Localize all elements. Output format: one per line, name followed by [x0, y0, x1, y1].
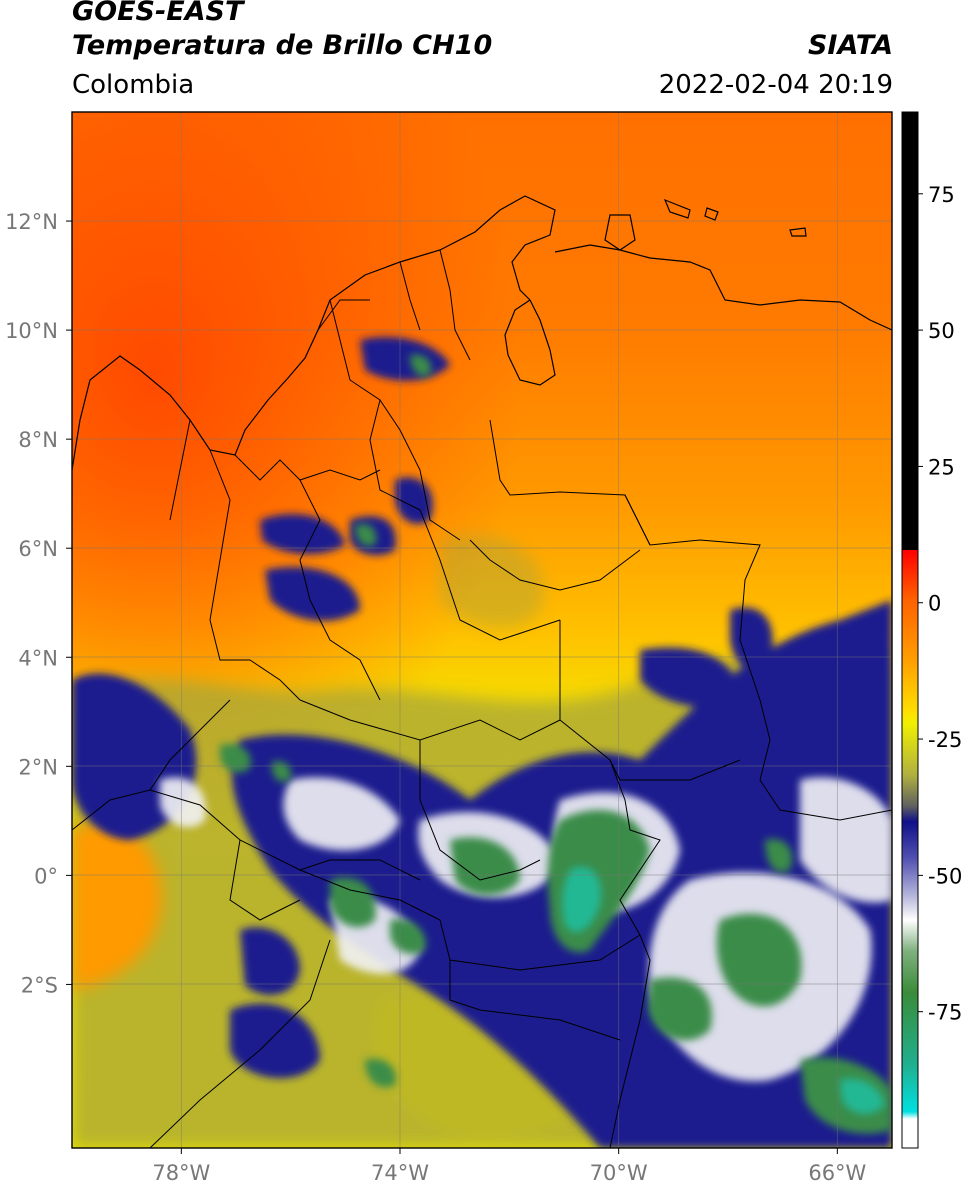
- lat-tick-label: 2°N: [18, 755, 58, 779]
- satellite-title: GOES-EAST: [72, 0, 244, 27]
- lat-tick-label: 8°N: [18, 428, 58, 452]
- lon-tick-label: 74°W: [371, 1161, 429, 1185]
- colorbar-tick-label: -50: [928, 864, 962, 888]
- lat-tick-label: 6°N: [18, 537, 58, 561]
- lat-tick-label: 2°S: [21, 973, 58, 997]
- map-frame: [71, 111, 893, 1149]
- lat-tick-label: 0°: [34, 864, 58, 888]
- lat-tick-label: 12°N: [5, 210, 58, 234]
- datetime-label: 2022-02-04 20:19: [658, 70, 893, 100]
- colorbar-tick-label: -25: [928, 728, 962, 752]
- colorbar-tick-label: 50: [928, 319, 955, 343]
- colorbar-tick-label: 25: [928, 455, 955, 479]
- colorbar-tick-label: -75: [928, 1001, 962, 1025]
- borders: [72, 249, 892, 1148]
- region-label: Colombia: [72, 70, 195, 100]
- warm-area-sw: [72, 822, 162, 990]
- cloud-teal-layer: [562, 866, 885, 1115]
- source-label: SIATA: [807, 30, 893, 61]
- lon-tick-label: 66°W: [808, 1161, 866, 1185]
- colorbar-tick-label: 75: [928, 183, 955, 207]
- lon-tick-label: 78°W: [152, 1161, 210, 1185]
- lat-tick-label: 10°N: [5, 319, 58, 343]
- graticule: [72, 112, 892, 1148]
- product-title: Temperatura de Brillo CH10: [72, 30, 493, 61]
- colorbar: [901, 111, 919, 1149]
- colorbar-tick-label: 0: [928, 592, 941, 616]
- lat-tick-label: 4°N: [18, 646, 58, 670]
- lon-tick-label: 70°W: [590, 1161, 648, 1185]
